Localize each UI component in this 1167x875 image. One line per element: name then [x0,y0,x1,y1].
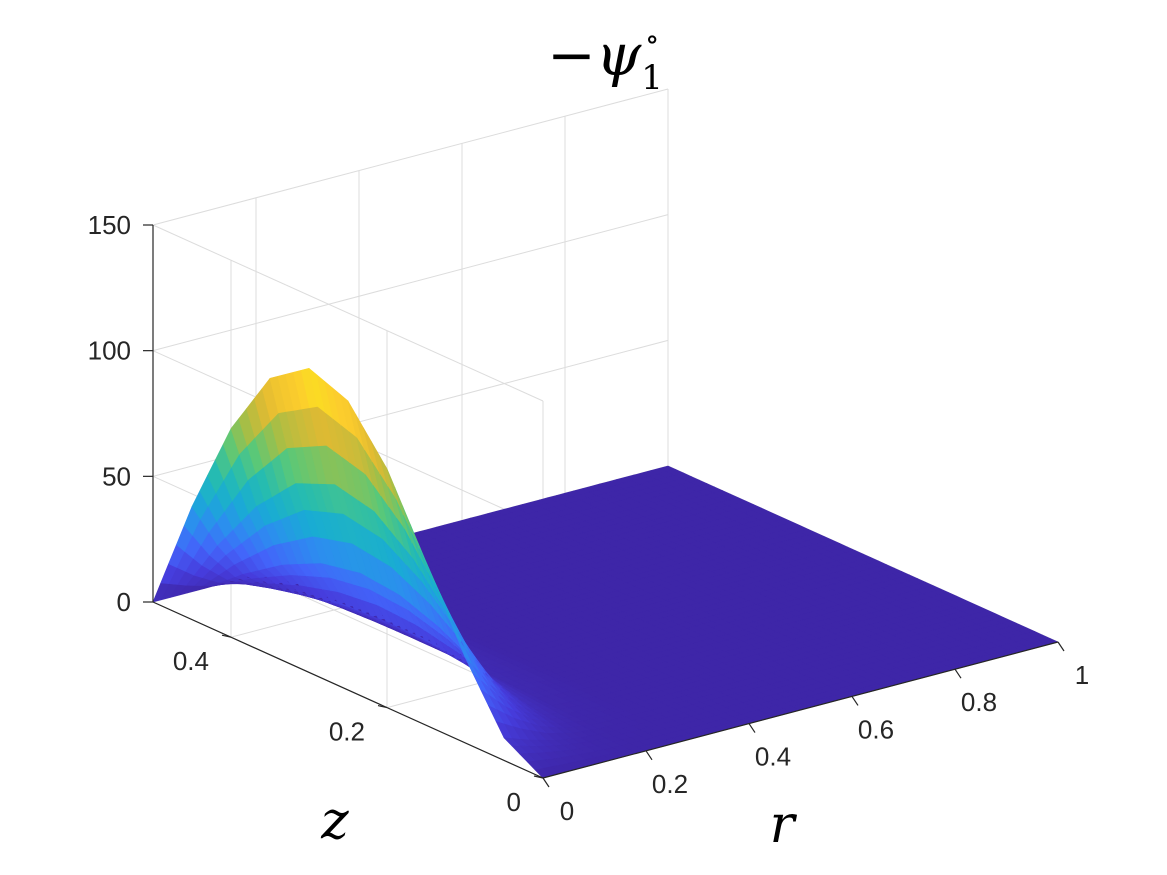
r-tick-label: 0.8 [961,687,997,717]
z-tick-label: 0.4 [173,646,209,676]
y-axis-label: z [320,791,349,851]
r-tick-mark [645,750,653,761]
z-tick-mark [377,705,388,709]
r-tick-mark [748,723,756,733]
z-tick-mark [533,775,544,779]
r-tick-label: 0.4 [755,742,791,772]
back-wall-gridline [152,214,669,352]
z-tick-mark [221,634,232,638]
z-tick-label: 0.2 [329,717,365,747]
value-tick-label: 100 [88,336,131,366]
r-tick-mark [542,777,550,788]
z-tick-label: 0 [507,787,521,817]
axes-lines [152,225,1059,779]
chart-title: −ψ1∘ [547,21,663,98]
r-tick-label: 1 [1075,660,1089,690]
side-wall-gridline [152,224,544,402]
r-tick-mark [1057,641,1065,652]
tick-labels: 0 50 100 150 0 0.2 0.4 0 0.2 0.4 0.6 0.8 1 [88,210,1090,826]
x-axis-label: r [770,795,798,855]
r-tick-label: 0 [560,796,574,826]
surface-mesh [152,367,1059,779]
r-tick-label: 0.6 [858,714,894,744]
value-tick-label: 150 [88,210,131,240]
value-tick-label: 50 [102,461,131,491]
back-wall-gridline [152,88,669,226]
r-tick-mark [954,668,962,679]
z-axis-line [152,601,544,779]
value-tick-label: 0 [117,587,131,617]
r-tick-label: 0.2 [652,769,688,799]
r-axis-line [542,641,1059,779]
r-tick-mark [851,696,859,706]
